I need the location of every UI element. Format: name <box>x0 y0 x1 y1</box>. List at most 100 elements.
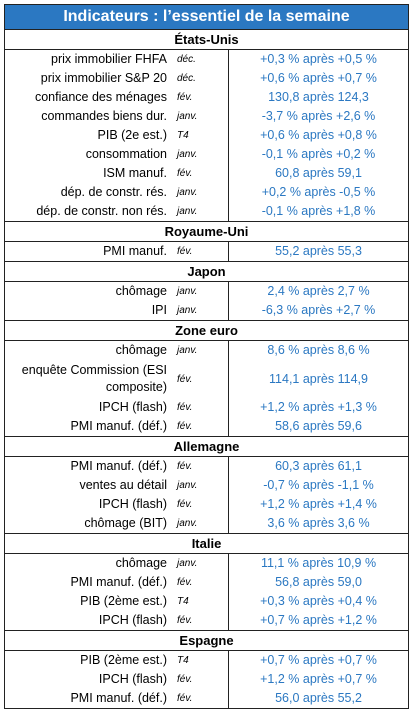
table-row: IPCH (flash) fév. +1,2 % après +1,3 % <box>5 398 408 417</box>
indicator-period: fév. <box>171 611 229 630</box>
indicator-value: 114,1 après 114,9 <box>269 371 368 386</box>
indicator-label: PMI manuf. (déf.) <box>70 419 167 433</box>
indicator-label: chômage <box>115 556 167 570</box>
indicator-period: fév. <box>171 88 229 107</box>
indicator-value: +0,7 % après +1,2 % <box>260 613 377 627</box>
indicator-value: 130,8 après 124,3 <box>268 90 369 104</box>
indicator-period: T4 <box>171 592 229 611</box>
table-row: PMI manuf. (déf.) fév. 58,6 après 59,6 <box>5 417 408 436</box>
indicator-value: +1,2 % après +1,4 % <box>260 497 377 511</box>
indicator-period: déc. <box>171 50 229 69</box>
indicator-value: 55,2 après 55,3 <box>275 244 362 258</box>
section-header: Japon <box>5 261 408 282</box>
indicator-label: IPCH (flash) <box>98 400 167 414</box>
indicator-value: 60,8 après 59,1 <box>275 166 362 180</box>
indicator-value: +0,3 % après +0,5 % <box>260 52 377 66</box>
section-header: Zone euro <box>5 320 408 341</box>
indicator-value: +0,6 % après +0,7 % <box>260 71 377 85</box>
table-row: commandes biens dur. janv. -3,7 % après +2… <box>5 107 408 126</box>
indicator-period: fév. <box>171 360 229 398</box>
indicator-period: janv. <box>171 301 229 320</box>
table-row: ventes au détail janv. -0,7 % après -1,1 % <box>5 476 408 495</box>
indicator-label: enquête Commission (ESI composite) <box>21 363 167 394</box>
table-row: PMI manuf. (déf.) fév. 60,3 après 61,1 <box>5 457 408 476</box>
indicator-period: fév. <box>171 670 229 689</box>
indicator-value: -3,7 % après +2,6 % <box>261 109 376 123</box>
indicator-label: chômage <box>115 284 167 298</box>
indicator-value: -0,1 % après +0,2 % <box>261 147 376 161</box>
indicator-period: fév. <box>171 164 229 183</box>
indicator-label: ventes au détail <box>79 478 167 492</box>
indicator-period: fév. <box>171 495 229 514</box>
indicator-label: dép. de constr. rés. <box>60 185 167 199</box>
indicator-period: fév. <box>171 398 229 417</box>
indicator-period: fév. <box>171 457 229 476</box>
sections-container: États-Unis prix immobilier FHFA déc. +0,3 %… <box>5 30 408 708</box>
indicator-period: janv. <box>171 202 229 221</box>
indicators-table: Indicateurs : l’essentiel de la semaine … <box>4 4 409 709</box>
table-row: chômage (BIT) janv. 3,6 % après 3,6 % <box>5 514 408 533</box>
indicator-value: +0,2 % après -0,5 % <box>261 185 376 199</box>
indicator-period: janv. <box>171 282 229 301</box>
section-body: chômage janv. 11,1 % après 10,9 % PMI manuf… <box>5 554 408 630</box>
indicator-period: fév. <box>171 573 229 592</box>
table-row: IPCH (flash) fév. +0,7 % après +1,2 % <box>5 611 408 630</box>
indicator-value: +1,2 % après +0,7 % <box>260 672 377 686</box>
indicator-period: janv. <box>171 476 229 495</box>
table-row: IPCH (flash) fév. +1,2 % après +0,7 % <box>5 670 408 689</box>
table-row: confiance des ménages fév. 130,8 après 124… <box>5 88 408 107</box>
section-header: États-Unis <box>5 30 408 50</box>
indicator-value: 11,1 % après 10,9 % <box>260 556 377 570</box>
indicator-value: 2,4 % après 2,7 % <box>267 284 370 298</box>
indicator-label: PIB (2e est.) <box>97 128 167 142</box>
indicator-label: IPCH (flash) <box>98 497 167 511</box>
indicator-period: T4 <box>171 126 229 145</box>
table-row: IPI janv. -6,3 % après +2,7 % <box>5 301 408 320</box>
table-row: ISM manuf. fév. 60,8 après 59,1 <box>5 164 408 183</box>
section-body: prix immobilier FHFA déc. +0,3 % après +0,… <box>5 50 408 221</box>
table-row: PMI manuf. (déf.) fév. 56,8 après 59,0 <box>5 573 408 592</box>
table-row: PIB (2ème est.) T4 +0,3 % après +0,4 % <box>5 592 408 611</box>
indicator-label: PMI manuf. (déf.) <box>70 575 167 589</box>
table-row: enquête Commission (ESI composite) fév. 11… <box>5 360 408 398</box>
indicator-label: confiance des ménages <box>34 90 167 104</box>
table-row: dép. de constr. non rés. janv. -0,1 % aprè… <box>5 202 408 221</box>
indicator-period: janv. <box>171 145 229 164</box>
table-row: PIB (2ème est.) T4 +0,7 % après +0,7 % <box>5 651 408 670</box>
indicator-value: 58,6 après 59,6 <box>275 419 362 433</box>
section-body: PMI manuf. (déf.) fév. 60,3 après 61,1 vent… <box>5 457 408 533</box>
section-body: PMI manuf. fév. 55,2 après 55,3 <box>5 242 408 261</box>
table-row: prix immobilier FHFA déc. +0,3 % après +0,… <box>5 50 408 69</box>
indicator-value: -0,1 % après +1,8 % <box>261 204 376 218</box>
table-row: chômage janv. 11,1 % après 10,9 % <box>5 554 408 573</box>
indicator-label: commandes biens dur. <box>41 109 167 123</box>
table-row: consommation janv. -0,1 % après +0,2 % <box>5 145 408 164</box>
indicator-period: T4 <box>171 651 229 670</box>
indicator-value: -6,3 % après +2,7 % <box>261 303 376 317</box>
table-title: Indicateurs : l’essentiel de la semaine <box>5 5 408 30</box>
indicator-label: PMI manuf. (déf.) <box>70 459 167 473</box>
table-row: PMI manuf. fév. 55,2 après 55,3 <box>5 242 408 261</box>
section-header: Royaume-Uni <box>5 221 408 242</box>
indicator-label: IPCH (flash) <box>98 672 167 686</box>
table-row: IPCH (flash) fév. +1,2 % après +1,4 % <box>5 495 408 514</box>
table-row: dép. de constr. rés. janv. +0,2 % après -0… <box>5 183 408 202</box>
table-row: chômage janv. 2,4 % après 2,7 % <box>5 282 408 301</box>
section-body: PIB (2ème est.) T4 +0,7 % après +0,7 % IPCH… <box>5 651 408 708</box>
indicator-period: janv. <box>171 183 229 202</box>
table-row: PIB (2e est.) T4 +0,6 % après +0,8 % <box>5 126 408 145</box>
indicator-value: 60,3 après 61,1 <box>275 459 362 473</box>
indicator-label: chômage (BIT) <box>84 516 167 530</box>
indicator-label: consommation <box>85 147 167 161</box>
indicator-value: +0,3 % après +0,4 % <box>260 594 377 608</box>
indicator-period: janv. <box>171 107 229 126</box>
indicator-label: IPI <box>151 303 167 317</box>
indicator-value: 8,6 % après 8,6 % <box>267 343 370 357</box>
table-row: prix immobilier S&P 20 déc. +0,6 % après +… <box>5 69 408 88</box>
indicator-period: fév. <box>171 417 229 436</box>
indicator-value: 3,6 % après 3,6 % <box>267 516 370 530</box>
indicator-label: IPCH (flash) <box>98 613 167 627</box>
section-body: chômage janv. 8,6 % après 8,6 % enquête Com… <box>5 341 408 436</box>
indicator-label: dép. de constr. non rés. <box>36 204 167 218</box>
section-body: chômage janv. 2,4 % après 2,7 % IPI janv. -6,… <box>5 282 408 320</box>
